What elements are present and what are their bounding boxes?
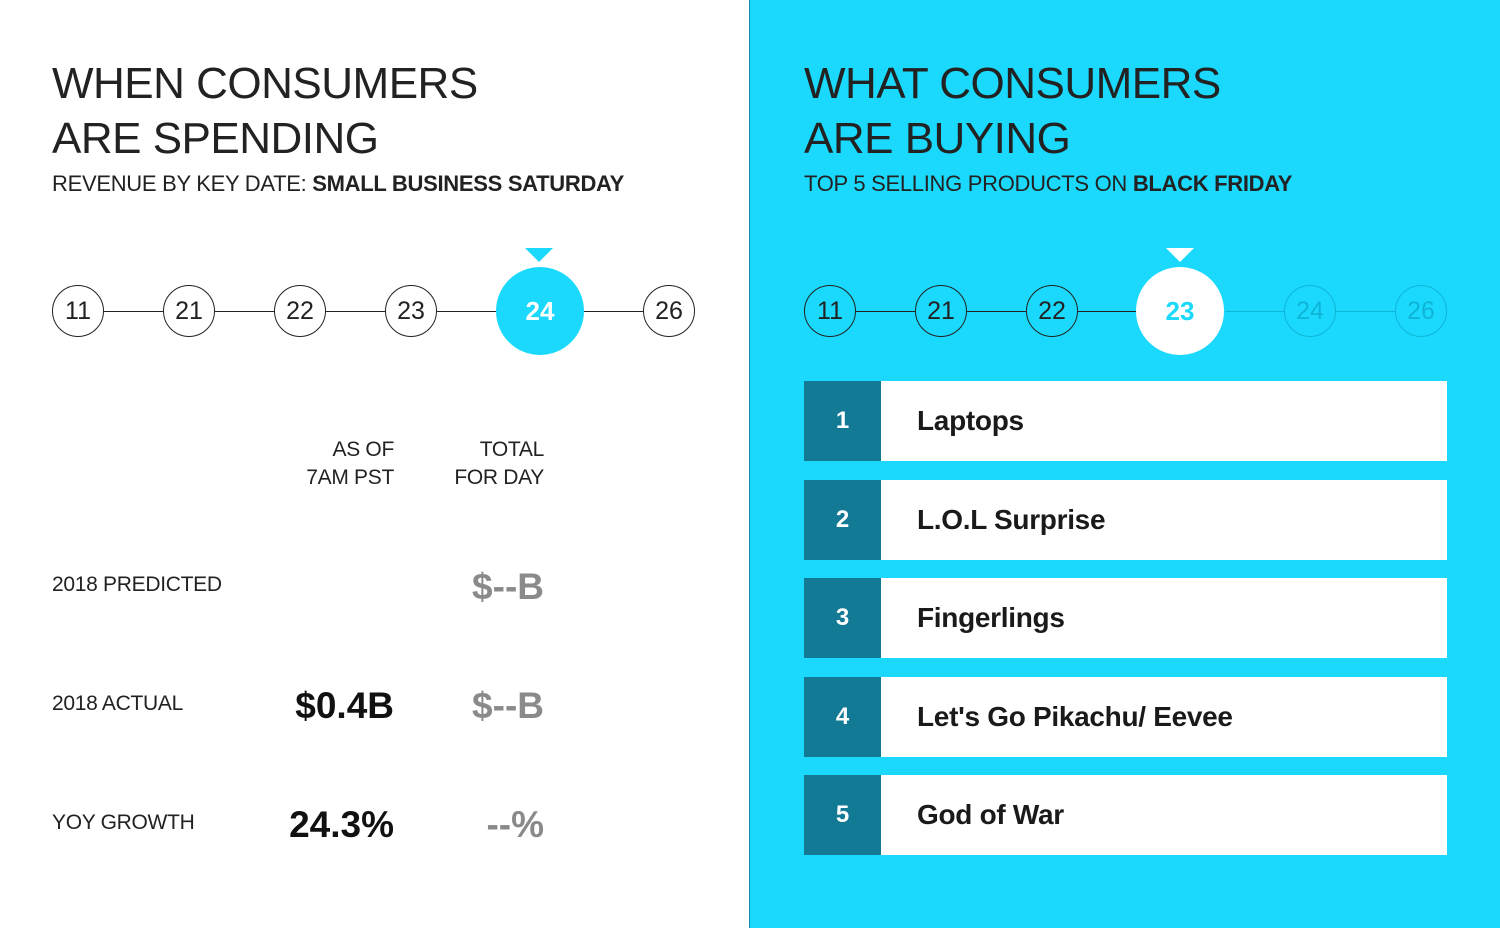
date-node-24-disabled: 24 bbox=[1284, 285, 1336, 337]
product-rank: 2 bbox=[804, 480, 881, 560]
product-row-1: 1 Laptops bbox=[804, 381, 1447, 461]
timeline-connector bbox=[326, 311, 386, 312]
buying-panel: WHAT CONSUMERS ARE BUYING TOP 5 SELLING … bbox=[749, 0, 1500, 928]
date-node-21[interactable]: 21 bbox=[915, 285, 967, 337]
column-header-as-of: AS OF 7AM PST bbox=[306, 438, 394, 489]
yoy-total-value: --% bbox=[486, 804, 544, 845]
column-header-total: TOTAL FOR DAY bbox=[454, 438, 544, 489]
yoy-as-of-value: 24.3% bbox=[289, 804, 394, 845]
buying-title-line1: WHAT CONSUMERS bbox=[804, 59, 1221, 108]
buying-title: WHAT CONSUMERS ARE BUYING bbox=[804, 56, 1221, 166]
date-node-26-disabled: 26 bbox=[1395, 285, 1447, 337]
product-name: Laptops bbox=[917, 405, 1024, 436]
product-row-4: 4 Let's Go Pikachu/ Eevee bbox=[804, 677, 1447, 757]
spending-title-line2: ARE SPENDING bbox=[52, 114, 379, 163]
spending-subtitle-key-date: SMALL BUSINESS SATURDAY bbox=[312, 171, 624, 196]
spending-panel: WHEN CONSUMERS ARE SPENDING REVENUE BY K… bbox=[0, 0, 749, 928]
timeline-connector bbox=[967, 311, 1027, 312]
product-name: Fingerlings bbox=[917, 602, 1065, 633]
date-node-11[interactable]: 11 bbox=[804, 285, 856, 337]
row-label-actual: 2018 ACTUAL bbox=[52, 692, 183, 715]
row-label-yoy-growth: YOY GROWTH bbox=[52, 811, 195, 834]
product-row-3: 3 Fingerlings bbox=[804, 578, 1447, 658]
buying-title-line2: ARE BUYING bbox=[804, 114, 1071, 163]
product-name: Let's Go Pikachu/ Eevee bbox=[917, 701, 1233, 732]
timeline-connector bbox=[584, 311, 644, 312]
timeline-connector bbox=[1078, 311, 1138, 312]
predicted-total-value: $--B bbox=[472, 566, 544, 607]
product-row-5: 5 God of War bbox=[804, 775, 1447, 855]
timeline-connector bbox=[1225, 311, 1285, 312]
date-node-22[interactable]: 22 bbox=[1026, 285, 1078, 337]
timeline-connector bbox=[215, 311, 275, 312]
product-rank: 1 bbox=[804, 381, 881, 461]
selected-date-caret-icon bbox=[525, 248, 553, 262]
spending-date-timeline: 11 21 22 23 24 26 bbox=[0, 240, 749, 370]
timeline-connector bbox=[104, 311, 164, 312]
date-node-21[interactable]: 21 bbox=[163, 285, 215, 337]
date-node-23-selected[interactable]: 23 bbox=[1136, 267, 1224, 355]
actual-total-value: $--B bbox=[472, 685, 544, 726]
spending-title-line1: WHEN CONSUMERS bbox=[52, 59, 478, 108]
date-node-26[interactable]: 26 bbox=[643, 285, 695, 337]
date-node-24-selected[interactable]: 24 bbox=[496, 267, 584, 355]
product-name: L.O.L Surprise bbox=[917, 504, 1106, 535]
row-label-predicted: 2018 PREDICTED bbox=[52, 573, 222, 596]
product-rank: 4 bbox=[804, 677, 881, 757]
date-node-22[interactable]: 22 bbox=[274, 285, 326, 337]
product-rank: 5 bbox=[804, 775, 881, 855]
spending-subtitle-prefix: REVENUE BY KEY DATE: bbox=[52, 171, 313, 196]
spending-title: WHEN CONSUMERS ARE SPENDING bbox=[52, 56, 478, 166]
product-row-2: 2 L.O.L Surprise bbox=[804, 480, 1447, 560]
actual-as-of-value: $0.4B bbox=[295, 685, 394, 726]
buying-date-timeline: 11 21 22 23 24 26 bbox=[750, 240, 1499, 370]
product-rank: 3 bbox=[804, 578, 881, 658]
spending-subtitle: REVENUE BY KEY DATE: SMALL BUSINESS SATU… bbox=[52, 170, 624, 198]
date-node-23[interactable]: 23 bbox=[385, 285, 437, 337]
timeline-connector bbox=[1336, 311, 1396, 312]
date-node-11[interactable]: 11 bbox=[52, 285, 104, 337]
buying-subtitle-prefix: TOP 5 SELLING PRODUCTS ON bbox=[804, 171, 1133, 196]
timeline-connector bbox=[437, 311, 497, 312]
buying-subtitle: TOP 5 SELLING PRODUCTS ON BLACK FRIDAY bbox=[804, 170, 1292, 198]
buying-subtitle-key-date: BLACK FRIDAY bbox=[1132, 171, 1293, 196]
product-name: God of War bbox=[917, 799, 1064, 830]
selected-date-caret-icon bbox=[1166, 248, 1194, 262]
timeline-connector bbox=[856, 311, 916, 312]
